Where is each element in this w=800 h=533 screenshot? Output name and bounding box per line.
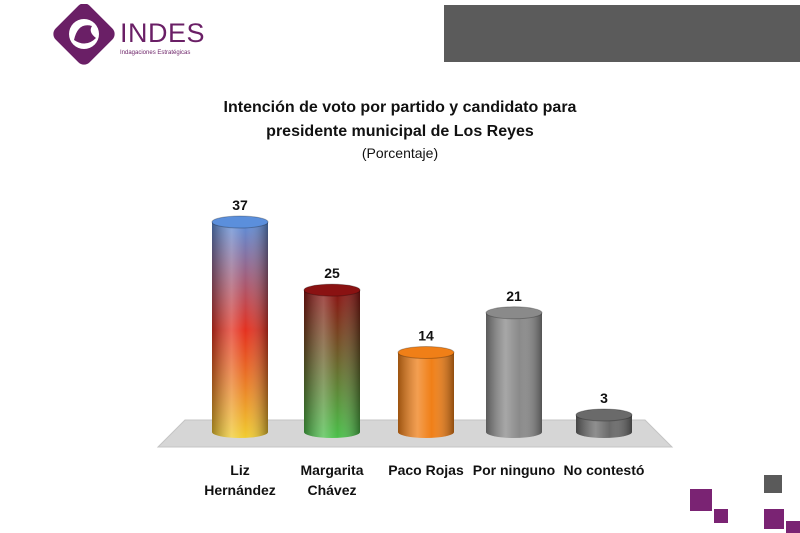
bar-value-label-1: 25	[324, 265, 340, 281]
bar-value-label-4: 3	[600, 390, 608, 406]
bar-shade-4	[576, 414, 632, 438]
header-bar	[444, 5, 800, 62]
bar-value-label-3: 21	[506, 288, 522, 304]
bar-value-label-2: 14	[418, 328, 434, 344]
x-tick-label-2: Paco Rojas	[388, 462, 464, 478]
indes-logo-mark-icon	[53, 4, 115, 65]
bar-shade-0	[212, 222, 268, 438]
logo-name: INDES	[120, 18, 206, 48]
chart-title-line-2: presidente municipal de Los Reyes	[266, 123, 534, 140]
chart-subtitle: (Porcentaje)	[361, 145, 439, 161]
logo-tagline: Indagaciones Estratégicas	[120, 50, 191, 56]
x-tick-label-1: Margarita Chávez	[300, 462, 364, 498]
x-tick-label-4: No contestó	[563, 462, 645, 478]
bar-value-label-0: 37	[232, 197, 248, 213]
chart-title-line-1: Intención de voto por partido y candidat…	[223, 99, 577, 116]
bar-top-2	[397, 346, 455, 360]
corner-decoration	[690, 475, 800, 533]
bar-top-3	[485, 306, 543, 320]
x-tick-label-3: Por ninguno	[472, 462, 556, 478]
bar-shade-2	[398, 352, 454, 438]
bar-shade-1	[304, 290, 360, 438]
chart-title: Intención de voto por partido y candidat…	[150, 96, 650, 144]
bar-shade-3	[486, 312, 542, 438]
bar-top-1	[303, 283, 361, 297]
indes-logo: INDES Indagaciones Estratégicas	[52, 4, 212, 66]
bar-top-0	[211, 215, 269, 229]
bar-top-4	[575, 408, 633, 422]
x-tick-label-0: Liz Hernández	[204, 462, 276, 498]
